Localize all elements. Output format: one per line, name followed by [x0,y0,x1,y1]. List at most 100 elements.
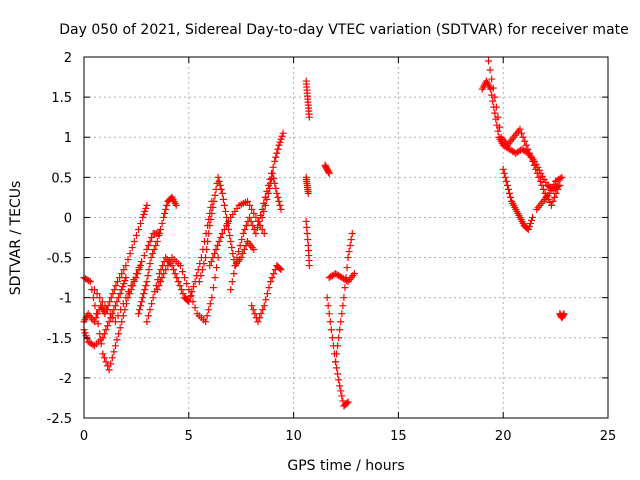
data-point [143,318,151,326]
data-point [109,290,117,298]
data-point [113,336,121,344]
data-point [142,204,150,212]
data-point [120,280,128,288]
data-point [268,274,276,282]
data-point [524,225,532,233]
y-tick-label: 1 [64,131,72,146]
data-point [132,270,140,278]
data-point [138,258,146,266]
data-point [521,137,529,145]
data-point [217,185,225,193]
data-point [527,153,535,161]
data-point [339,397,347,405]
data-point [223,221,231,229]
data-point [235,248,243,256]
data-point [115,294,123,302]
data-point [209,284,217,292]
data-point [116,324,124,332]
data-point [260,229,268,237]
data-point [540,175,548,183]
data-point [333,364,341,372]
data-point [99,334,107,342]
x-axis-label: GPS time / hours [287,458,404,474]
data-point [254,318,262,326]
series-arc-l [258,169,285,221]
data-point [253,223,261,231]
data-point [326,318,334,326]
data-point [337,318,345,326]
data-point [226,231,234,239]
data-point [323,294,331,302]
data-point [134,310,142,318]
data-point [507,193,515,201]
data-point [91,302,99,310]
data-point [146,238,154,246]
data-point [249,221,257,229]
data-point [118,286,126,294]
data-point [173,274,181,282]
data-point [494,113,502,121]
data-point [157,278,165,286]
data-point [547,201,555,209]
data-point [150,246,158,254]
data-point [170,266,178,274]
data-point [489,97,497,105]
data-point [271,157,279,165]
data-point [344,398,352,406]
data-point [216,181,224,189]
data-point [233,254,241,262]
series-arc-s [332,229,356,366]
data-point [542,178,550,186]
data-point [116,274,124,282]
data-point [119,300,127,308]
x-tick-label: 15 [390,429,407,444]
data-point [143,201,151,209]
data-point [116,290,124,298]
data-point [304,189,312,197]
series-arc-g [153,254,222,326]
data-point [83,335,91,343]
data-point [505,189,513,197]
data-point [252,229,260,237]
data-point [276,138,284,146]
data-point [260,302,268,310]
data-point [126,250,134,258]
data-point [246,213,254,221]
data-point [96,294,104,302]
data-point [228,244,236,252]
chart-title: Day 050 of 2021, Sidereal Day-to-day VTE… [59,22,629,38]
data-point [100,330,108,338]
data-point [213,264,221,272]
y-tick-labels: -2.5 -2 -1.5 -1 -0.5 0 0.5 1 1.5 2 [47,51,72,427]
data-point [256,314,264,322]
data-point [161,209,169,217]
data-point [172,201,180,209]
data-point [546,198,554,206]
data-point [160,213,168,221]
data-point [348,229,356,237]
data-point [104,322,112,330]
data-point [338,392,346,400]
data-point [275,197,283,205]
data-point [90,286,98,294]
y-tick-label: -1 [59,292,72,307]
data-point [111,302,119,310]
data-point [324,302,332,310]
data-point [134,225,142,233]
data-point [249,306,257,314]
data-point [558,173,566,181]
data-point [303,229,311,237]
data-point [142,282,150,290]
data-point [488,75,496,83]
data-point [549,197,557,205]
data-point [149,250,157,258]
data-point [560,310,568,318]
data-point [94,320,102,328]
data-point [208,294,216,302]
data-point [342,274,350,282]
data-point [93,290,101,298]
data-point [113,298,121,306]
data-point [525,222,533,230]
y-tick-label: -2.5 [47,412,72,427]
data-point [277,266,285,274]
